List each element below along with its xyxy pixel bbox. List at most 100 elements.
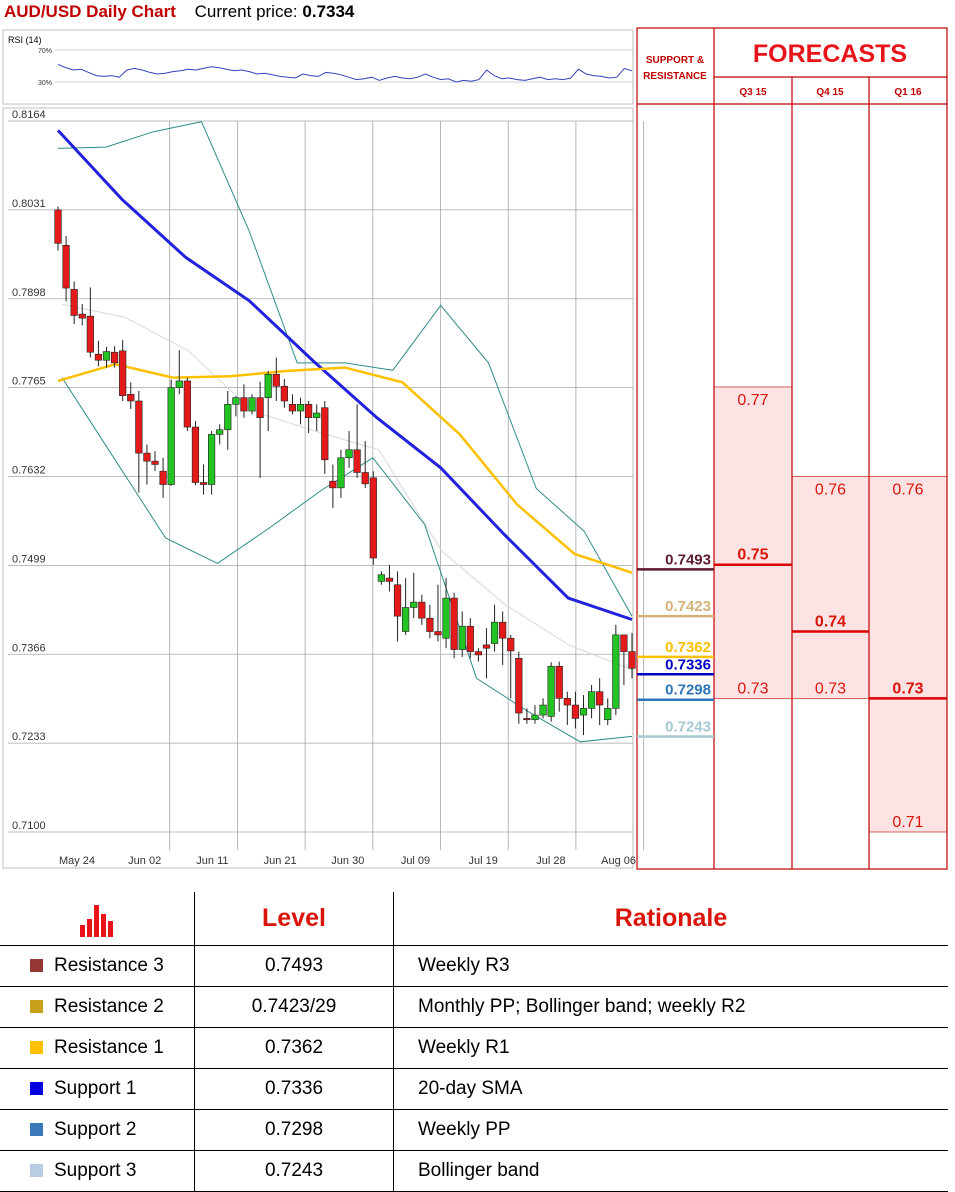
row-name: Support 1	[54, 1078, 137, 1099]
candle	[531, 705, 539, 724]
candle	[159, 457, 167, 498]
candle-body	[54, 209, 62, 244]
bar-chart-icon	[80, 904, 113, 937]
candle-body	[393, 584, 402, 617]
candle	[272, 357, 280, 401]
candle-body	[385, 577, 394, 582]
candle	[256, 381, 264, 478]
candle-body	[110, 351, 119, 364]
candle-body	[547, 665, 555, 717]
candle-body	[434, 631, 442, 636]
candle	[369, 471, 377, 565]
levels-table-header: Level Rationale	[0, 892, 948, 946]
y-tick-label: 0.8031	[12, 198, 46, 210]
candle	[224, 390, 232, 450]
price-panel: 0.8164 0.8031 0.7898 0.7765 0.7632 0.7499 0.73…	[2, 107, 644, 869]
candle	[143, 444, 151, 485]
candle	[102, 346, 111, 368]
rsi-lower-label: 30%	[38, 80, 52, 87]
color-swatch	[30, 959, 43, 972]
candle-body	[264, 373, 272, 398]
row-level: 0.7493	[194, 945, 394, 987]
candle-body	[329, 480, 337, 489]
candle	[466, 618, 474, 659]
candle-body	[620, 634, 628, 652]
candle-body	[515, 657, 523, 714]
forecast-range	[868, 476, 948, 833]
candle	[296, 397, 305, 425]
rsi-line	[57, 63, 633, 83]
forecast-range	[713, 386, 793, 699]
table-row: Support 2 0.7298 Weekly PP	[0, 1109, 948, 1151]
candle-body	[240, 397, 248, 412]
candle	[474, 648, 482, 662]
candle	[499, 611, 507, 665]
candle-body	[94, 353, 103, 361]
candle	[442, 578, 450, 649]
candle	[587, 684, 596, 719]
candle	[450, 592, 458, 659]
forecast-range	[791, 476, 870, 699]
candle-body	[345, 449, 353, 459]
candle-body	[571, 704, 580, 719]
table-icon-cell	[0, 892, 195, 946]
candle-body	[119, 350, 127, 396]
candle	[410, 572, 418, 619]
candle	[555, 661, 563, 712]
candle-body	[499, 621, 507, 639]
candle-body	[458, 625, 466, 650]
candle	[507, 634, 515, 699]
forecast-high-value: 0.77	[737, 392, 768, 409]
candle-body	[531, 714, 539, 721]
candle-body	[402, 607, 410, 632]
row-name: Support 2	[54, 1119, 137, 1140]
candle-body	[151, 460, 159, 465]
candle-body	[102, 351, 111, 361]
x-tick-label: Jul 09	[401, 855, 430, 867]
rationale-column-header: Rationale	[393, 892, 948, 946]
candle-body	[337, 457, 345, 489]
candle-body	[86, 315, 94, 353]
candle-body	[587, 691, 596, 709]
candle	[175, 350, 183, 395]
y-tick-label: 0.7233	[12, 731, 46, 743]
chart-area: RSI (14) 70% 30% 0.8164 0.8031 0.7898 0.776…	[2, 27, 948, 870]
candle	[604, 698, 612, 726]
candle	[216, 424, 224, 445]
sma-200-line	[56, 129, 633, 621]
candle-body	[256, 397, 264, 418]
candle	[628, 632, 636, 679]
candle-body	[305, 404, 313, 418]
forecast-mid-value: 0.75	[737, 547, 768, 564]
forecast-low-value: 0.73	[815, 680, 846, 697]
x-tick-label: Jun 30	[331, 855, 364, 867]
candle-body	[143, 452, 151, 462]
x-tick-label: Jun 11	[196, 855, 228, 867]
candle-body	[167, 387, 175, 485]
sma-50-line	[57, 362, 633, 574]
sr-level-value: 0.7362	[665, 639, 711, 656]
candle-body	[474, 651, 482, 656]
color-swatch	[30, 1164, 43, 1177]
candle	[523, 708, 531, 724]
candle-body	[272, 373, 280, 387]
y-tick-label: 0.7100	[12, 820, 46, 832]
candlesticks	[54, 206, 636, 736]
candle-body	[369, 477, 377, 559]
x-tick-label: Jun 02	[128, 855, 161, 867]
x-tick-label: May 24	[59, 855, 95, 867]
candle	[94, 340, 103, 367]
candle	[345, 431, 353, 468]
y-tick-label: 0.7632	[12, 465, 46, 477]
candle	[596, 678, 604, 726]
row-name: Support 3	[54, 1160, 137, 1181]
candle	[434, 584, 442, 642]
candle	[183, 377, 191, 432]
row-level: 0.7298	[194, 1109, 394, 1151]
candle-body	[175, 380, 183, 388]
candle-body	[296, 404, 305, 412]
candle-body	[563, 698, 571, 706]
candle	[579, 695, 588, 736]
candle-body	[410, 601, 418, 608]
candle-body	[70, 289, 78, 316]
